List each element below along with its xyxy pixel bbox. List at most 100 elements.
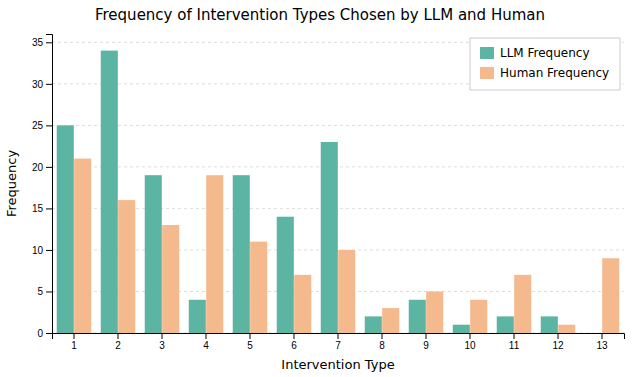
y-axis: 0 5 10 15 20 25 30 35: [32, 35, 53, 339]
bar: [189, 300, 206, 333]
tick-mark: [206, 333, 207, 339]
grid-line: [52, 249, 624, 250]
tick-mark: [602, 333, 603, 339]
tick-mark: [46, 250, 52, 251]
tick: 1: [71, 333, 77, 351]
tick-label: 5: [37, 286, 43, 297]
bar: [338, 250, 355, 333]
axis-line: [46, 35, 53, 334]
bar: [382, 308, 399, 333]
plot: 1234567891011121305101520253035LLM Frequ…: [32, 35, 625, 352]
legend-box: [470, 38, 620, 90]
tick: 15: [32, 203, 52, 214]
tick: 25: [32, 120, 52, 131]
tick-mark: [294, 333, 295, 339]
tick-mark: [558, 333, 559, 339]
bar: [602, 258, 619, 333]
bar: [409, 300, 426, 333]
tick: 11: [509, 333, 520, 351]
bar: [294, 275, 311, 333]
bar: [558, 325, 575, 333]
tick-mark: [250, 333, 251, 339]
tick-mark: [46, 291, 52, 292]
bar: [514, 275, 531, 333]
tick: 35: [32, 37, 52, 48]
bar: [206, 175, 223, 333]
tick: 0: [37, 328, 52, 339]
bar: [118, 200, 135, 333]
tick-label: 8: [379, 340, 385, 351]
tick-mark: [46, 167, 52, 168]
tick-label: 10: [464, 340, 476, 351]
tick-label: 11: [509, 340, 520, 351]
tick-label: 35: [32, 37, 44, 48]
bar: [365, 316, 382, 333]
tick-label: 13: [596, 340, 608, 351]
tick: 12: [552, 333, 564, 351]
legend-item: LLM Frequency: [480, 46, 590, 60]
tick-mark: [46, 42, 52, 43]
tick: 10: [32, 245, 52, 256]
tick-label: 5: [247, 340, 253, 351]
chart: 1234567891011121305101520253035LLM Frequ…: [0, 0, 640, 377]
tick-label: 25: [32, 120, 44, 131]
x-axis-title: Intervention Type: [281, 357, 394, 372]
tick-mark: [46, 84, 52, 85]
tick-label: 10: [32, 245, 44, 256]
tick-label: 2: [115, 340, 121, 351]
legend-label: Human Frequency: [500, 66, 609, 80]
tick: 30: [32, 79, 52, 90]
tick-label: 12: [552, 340, 564, 351]
tick: 9: [423, 333, 429, 351]
tick: 2: [115, 333, 121, 351]
tick-mark: [470, 333, 471, 339]
bar: [250, 242, 267, 333]
bars: [57, 51, 620, 333]
bar: [541, 316, 558, 333]
legend: LLM Frequency Human Frequency: [470, 38, 620, 90]
bar: [470, 300, 487, 333]
tick-label: 9: [423, 340, 429, 351]
tick-label: 20: [32, 162, 44, 173]
tick: 6: [291, 333, 297, 351]
legend-swatch: [480, 67, 494, 79]
tick-label: 4: [203, 340, 209, 351]
legend-swatch: [480, 47, 494, 59]
tick-mark: [338, 333, 339, 339]
tick-label: 6: [291, 340, 297, 351]
tick-mark: [162, 333, 163, 339]
bar: [57, 125, 74, 333]
tick-mark: [426, 333, 427, 339]
bar: [453, 325, 470, 333]
tick: 13: [596, 333, 608, 351]
grid-line: [52, 166, 624, 167]
tick-mark: [382, 333, 383, 339]
bar: [162, 225, 179, 333]
bar: [233, 175, 250, 333]
bar: [101, 51, 118, 333]
tick-mark: [46, 208, 52, 209]
tick-label: 30: [32, 79, 44, 90]
tick: 4: [203, 333, 209, 351]
tick: 5: [37, 286, 52, 297]
title: Frequency of Intervention Types Chosen b…: [95, 6, 545, 24]
x-axis: 12345678910111213: [53, 333, 625, 351]
tick: 7: [335, 333, 341, 351]
tick: 20: [32, 162, 52, 173]
tick: 8: [379, 333, 385, 351]
series: [57, 51, 558, 333]
tick: 5: [247, 333, 253, 351]
grid-line: [52, 291, 624, 292]
tick-label: 7: [335, 340, 341, 351]
tick-label: 0: [37, 328, 43, 339]
tick-mark: [46, 125, 52, 126]
tick-mark: [118, 333, 119, 339]
bar: [585, 333, 602, 334]
bar: [497, 316, 514, 333]
legend-label: LLM Frequency: [500, 46, 590, 60]
grid-line: [52, 125, 624, 126]
tick-label: 3: [159, 340, 165, 351]
bar: [277, 217, 294, 333]
tick: 10: [464, 333, 476, 351]
grid-line: [52, 208, 624, 209]
